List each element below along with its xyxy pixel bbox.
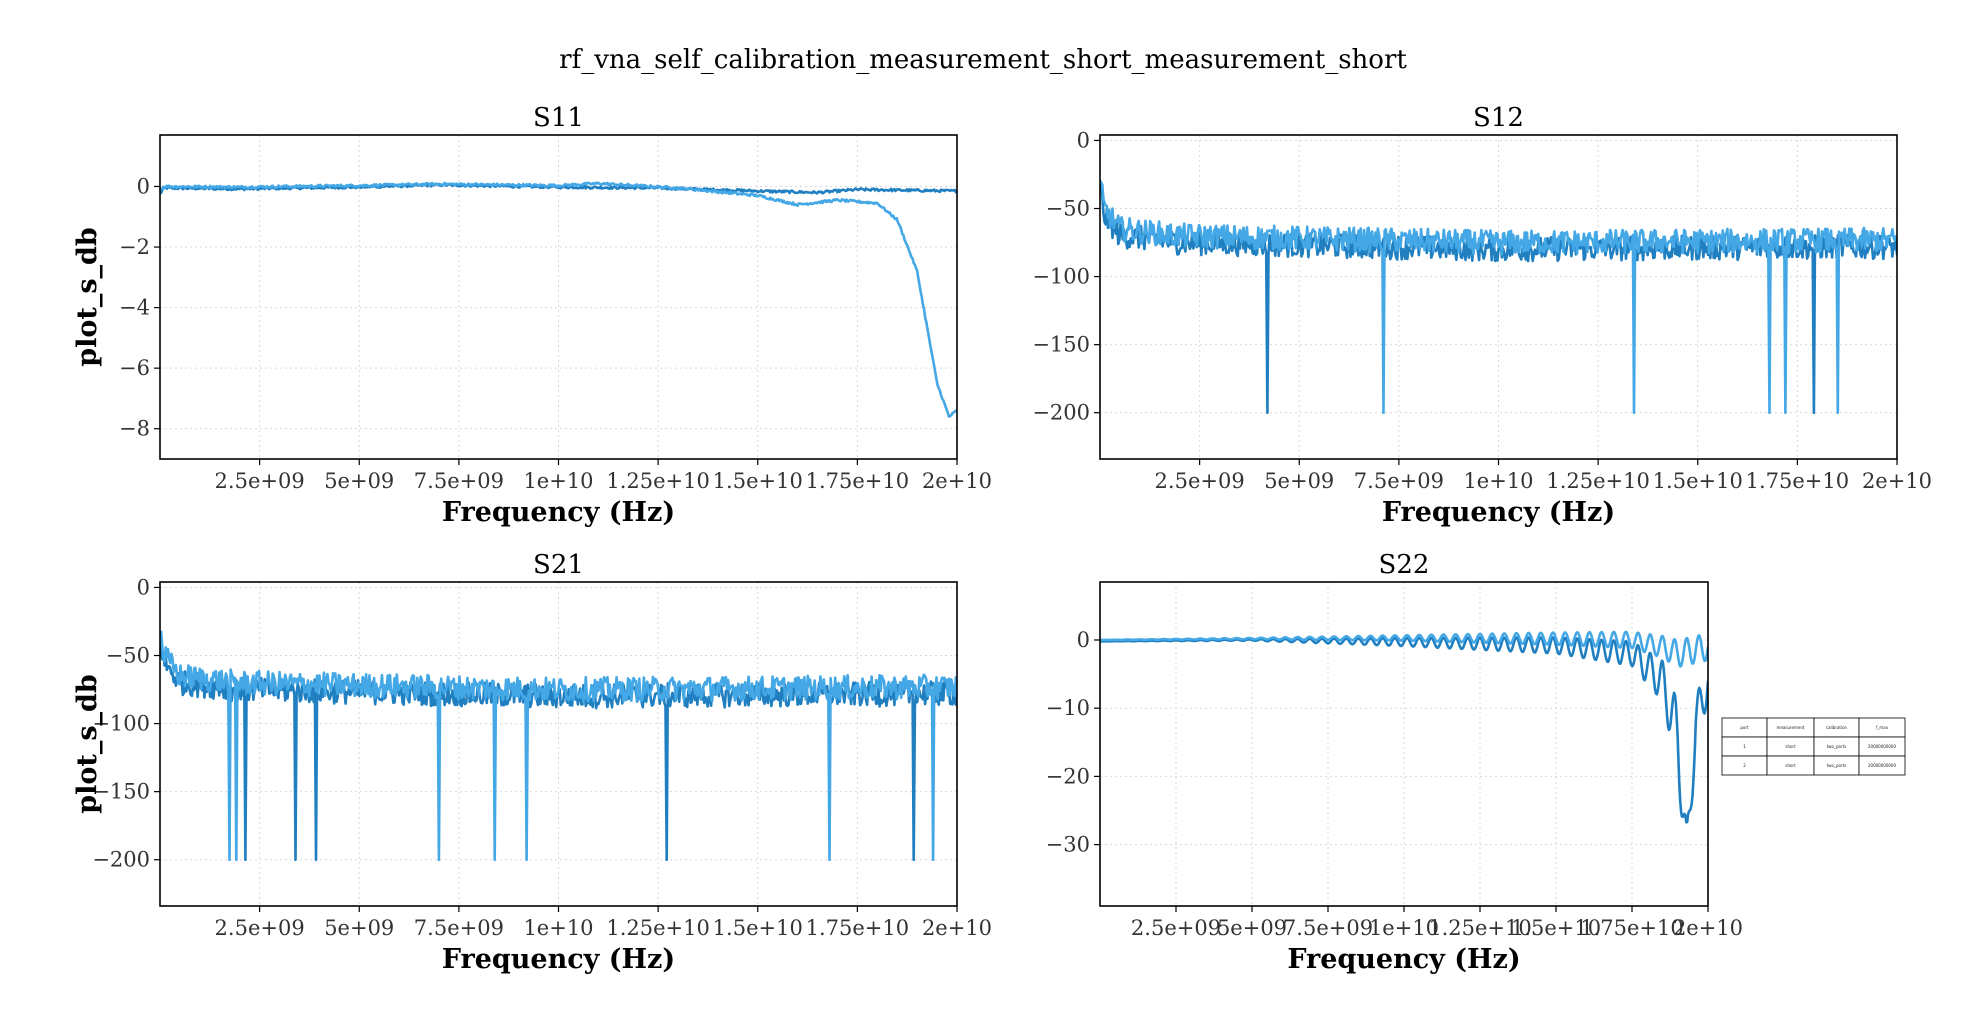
table-header: f_max bbox=[1876, 725, 1889, 730]
x-tick-label: 1.75e+10 bbox=[806, 916, 910, 940]
x-tick-label: 2e+10 bbox=[1673, 916, 1743, 940]
x-tick-label: 2e+10 bbox=[922, 916, 992, 940]
y-tick-label: −100 bbox=[92, 712, 150, 736]
y-tick-label: −10 bbox=[1046, 696, 1090, 720]
y-tick-label: 0 bbox=[137, 174, 150, 198]
x-tick-label: 1.25e+10 bbox=[606, 469, 710, 493]
x-tick-label: 1.5e+10 bbox=[1511, 916, 1601, 940]
y-tick-label: −150 bbox=[92, 780, 150, 804]
y-tick-label: −100 bbox=[1032, 265, 1090, 289]
y-tick-label: −2 bbox=[119, 235, 150, 259]
x-tick-label: 5e+09 bbox=[324, 469, 394, 493]
table-value: 2 bbox=[1743, 763, 1746, 768]
panel-title: S12 bbox=[1473, 103, 1524, 133]
y-tick-label: −4 bbox=[119, 296, 150, 320]
x-tick-label: 7.5e+09 bbox=[1354, 469, 1444, 493]
figure-title: rf_vna_self_calibration_measurement_shor… bbox=[559, 45, 1407, 75]
table-value: short bbox=[1785, 763, 1796, 768]
x-tick-label: 2.5e+09 bbox=[215, 469, 305, 493]
x-axis-label: Frequency (Hz) bbox=[1287, 944, 1520, 975]
panel-title: S11 bbox=[533, 103, 584, 133]
x-tick-label: 1e+10 bbox=[523, 916, 593, 940]
series-line-2 bbox=[1100, 179, 1897, 414]
y-axis-label: plot_s_db bbox=[72, 227, 103, 367]
panel-title: S22 bbox=[1379, 550, 1430, 580]
y-tick-label: −50 bbox=[106, 644, 150, 668]
x-axis-label: Frequency (Hz) bbox=[442, 944, 675, 975]
series-line-1 bbox=[1100, 636, 1708, 824]
x-axis-label: Frequency (Hz) bbox=[1382, 497, 1615, 528]
x-tick-label: 1.75e+10 bbox=[1746, 469, 1850, 493]
y-tick-label: −6 bbox=[119, 356, 150, 380]
x-tick-label: 7.5e+09 bbox=[1283, 916, 1373, 940]
x-tick-label: 5e+09 bbox=[1217, 916, 1287, 940]
y-tick-label: −200 bbox=[92, 848, 150, 872]
x-tick-label: 5e+09 bbox=[1264, 469, 1334, 493]
x-tick-label: 2e+10 bbox=[1862, 469, 1932, 493]
x-tick-label: 1e+10 bbox=[523, 469, 593, 493]
table-header: calibration bbox=[1826, 725, 1848, 730]
x-tick-label: 1e+10 bbox=[1463, 469, 1533, 493]
table-header: port bbox=[1740, 725, 1749, 730]
table-value: 20000000000 bbox=[1868, 763, 1896, 768]
y-tick-label: 0 bbox=[1077, 628, 1090, 652]
y-axis-label: plot_s_db bbox=[72, 674, 103, 814]
x-tick-label: 1.5e+10 bbox=[1653, 469, 1743, 493]
series-line-2 bbox=[1100, 630, 1708, 668]
panel-s12: 2.5e+09 5e+09 7.5e+09 1e+10 1.25e+10 1.5e+10 1… bbox=[1032, 103, 1932, 528]
x-tick-label: 1.75e+10 bbox=[1580, 916, 1684, 940]
x-tick-label: 1.25e+10 bbox=[1546, 469, 1650, 493]
table-value: 20000000000 bbox=[1868, 744, 1896, 749]
x-tick-label: 1.5e+10 bbox=[713, 469, 803, 493]
y-tick-label: −200 bbox=[1032, 401, 1090, 425]
x-tick-label: 2.5e+09 bbox=[1155, 469, 1245, 493]
table-value: two_ports bbox=[1827, 763, 1847, 768]
table-value: two_ports bbox=[1827, 744, 1847, 749]
x-tick-label: 2.5e+09 bbox=[215, 916, 305, 940]
x-tick-label: 1.25e+10 bbox=[606, 916, 710, 940]
series-line-2 bbox=[160, 181, 957, 418]
x-tick-label: 7.5e+09 bbox=[414, 916, 504, 940]
table-header: measurement bbox=[1777, 725, 1805, 730]
x-tick-label: 1.5e+10 bbox=[713, 916, 803, 940]
info-table: port measurement calibration f_max 1 short two… bbox=[1721, 717, 1906, 776]
x-tick-label: 1e+10 bbox=[1369, 916, 1439, 940]
y-tick-label: −30 bbox=[1046, 833, 1090, 857]
x-tick-label: 1.25e+10 bbox=[1428, 916, 1532, 940]
y-tick-label: −50 bbox=[1046, 197, 1090, 221]
x-tick-label: 7.5e+09 bbox=[414, 469, 504, 493]
x-tick-label: 2e+10 bbox=[922, 469, 992, 493]
y-tick-label: −150 bbox=[1032, 333, 1090, 357]
y-tick-label: 0 bbox=[137, 575, 150, 599]
table-value: 1 bbox=[1743, 744, 1746, 749]
panel-s11: 2.5e+09 5e+09 7.5e+09 1e+10 1.25e+10 1.5e+10 1… bbox=[72, 103, 992, 528]
x-axis-label: Frequency (Hz) bbox=[442, 497, 675, 528]
x-tick-label: 2.5e+09 bbox=[1131, 916, 1221, 940]
y-tick-label: −8 bbox=[119, 417, 150, 441]
x-tick-label: 5e+09 bbox=[324, 916, 394, 940]
table-cell bbox=[1858, 755, 1906, 776]
panel-s21: 2.5e+09 5e+09 7.5e+09 1e+10 1.25e+10 1.5e+10 1… bbox=[72, 550, 992, 975]
series-line-2 bbox=[160, 630, 957, 861]
y-tick-label: 0 bbox=[1077, 128, 1090, 152]
table-value: short bbox=[1785, 744, 1796, 749]
y-tick-label: −20 bbox=[1046, 764, 1090, 788]
panel-title: S21 bbox=[533, 550, 584, 580]
panel-s22: 2.5e+095e+097.5e+091e+101.25e+101.5e+101… bbox=[1046, 550, 1743, 975]
x-tick-label: 1.75e+10 bbox=[806, 469, 910, 493]
